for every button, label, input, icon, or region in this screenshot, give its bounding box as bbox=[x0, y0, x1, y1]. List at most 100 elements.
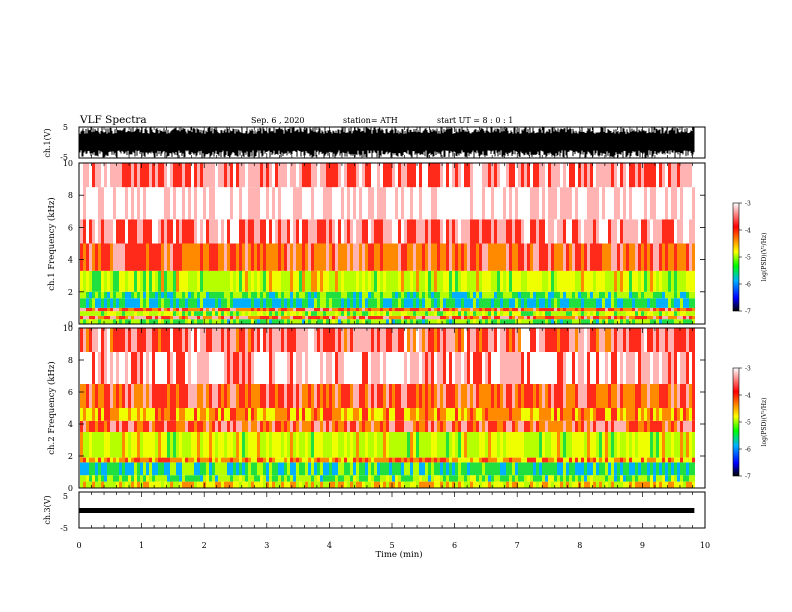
spectrogram-cell bbox=[641, 270, 644, 292]
spectrogram-cell bbox=[197, 315, 200, 320]
spectrogram-cell bbox=[290, 408, 293, 421]
spectrogram-cell bbox=[146, 384, 149, 408]
spectrogram-cell bbox=[236, 291, 239, 299]
spectrogram-cell bbox=[686, 163, 689, 188]
spectrogram-cell bbox=[353, 270, 356, 292]
spectrogram-cell bbox=[401, 481, 404, 488]
spectrogram-cell bbox=[122, 328, 125, 352]
spectrogram-cell bbox=[563, 219, 566, 244]
spectrogram-cell bbox=[539, 187, 542, 220]
spectrogram-cell bbox=[623, 311, 626, 316]
spectrogram-cell bbox=[650, 243, 653, 271]
spectrogram-cell bbox=[113, 187, 116, 220]
spectrogram-cell bbox=[398, 311, 401, 316]
spectrogram-cell bbox=[428, 298, 431, 308]
spectrogram-cell bbox=[665, 319, 668, 324]
spectrogram-cell bbox=[167, 457, 170, 463]
spectrogram-cell bbox=[425, 352, 428, 384]
spectrogram-cell bbox=[452, 328, 455, 352]
spectrogram-cell bbox=[191, 457, 194, 463]
spectrogram-cell bbox=[353, 408, 356, 421]
spectrogram-cell bbox=[287, 328, 290, 352]
ytick-label: 2 bbox=[68, 288, 73, 297]
spectrogram-cell bbox=[617, 311, 620, 316]
spectrogram-cell bbox=[641, 291, 644, 299]
spectrogram-cell bbox=[326, 307, 329, 312]
spectrogram-cell bbox=[554, 481, 557, 488]
spectrogram-cell bbox=[629, 270, 632, 292]
spectrogram-cell bbox=[188, 298, 191, 308]
spectrogram-cell bbox=[218, 328, 221, 352]
spectrogram-cell bbox=[641, 462, 644, 476]
spectrogram-cell bbox=[116, 432, 119, 458]
spectrogram-cell bbox=[461, 475, 464, 482]
spectrogram-cell bbox=[485, 307, 488, 312]
spectrogram-cell bbox=[203, 291, 206, 299]
spectrogram-cell bbox=[428, 315, 431, 320]
spectrogram-cell bbox=[155, 243, 158, 271]
spectrogram-cell bbox=[515, 187, 518, 220]
spectrogram-cell bbox=[566, 270, 569, 292]
spectrogram-cell bbox=[233, 462, 236, 476]
spectrogram-cell bbox=[500, 457, 503, 463]
spectrogram-cell bbox=[623, 163, 626, 188]
spectrogram-cell bbox=[485, 352, 488, 384]
spectrogram-cell bbox=[446, 462, 449, 476]
spectrogram-cell bbox=[575, 384, 578, 408]
spectrogram-cell bbox=[296, 219, 299, 244]
spectrogram-cell bbox=[539, 311, 542, 316]
spectrogram-cell bbox=[278, 291, 281, 299]
spectrogram-cell bbox=[644, 311, 647, 316]
spectrogram-cell bbox=[149, 462, 152, 476]
spectrogram-cell bbox=[119, 352, 122, 384]
spectrogram-cell bbox=[173, 219, 176, 244]
spectrogram-cell bbox=[674, 481, 677, 488]
spectrogram-cell bbox=[239, 432, 242, 458]
spectrogram-cell bbox=[296, 291, 299, 299]
spectrogram-cell bbox=[362, 311, 365, 316]
spectrogram-cell bbox=[185, 408, 188, 421]
spectrogram-cell bbox=[428, 384, 431, 408]
spectrogram-cell bbox=[611, 187, 614, 220]
spectrogram-cell bbox=[497, 307, 500, 312]
spectrogram-cell bbox=[233, 319, 236, 324]
spectrogram-cell bbox=[83, 187, 86, 220]
spectrogram-cell bbox=[155, 270, 158, 292]
spectrogram-cell bbox=[212, 163, 215, 188]
spectrogram-cell bbox=[608, 352, 611, 384]
spectrogram-cell bbox=[80, 163, 83, 188]
spectrogram-cell bbox=[566, 328, 569, 352]
spectrogram-cell bbox=[503, 243, 506, 271]
spectrogram-cell bbox=[326, 420, 329, 432]
spectrogram-cell bbox=[662, 462, 665, 476]
spectrogram-cell bbox=[590, 462, 593, 476]
spectrogram-cell bbox=[560, 462, 563, 476]
spectrogram-cell bbox=[584, 328, 587, 352]
spectrogram-cell bbox=[98, 163, 101, 188]
spectrogram-cell bbox=[158, 219, 161, 244]
spectrogram-cell bbox=[92, 462, 95, 476]
spectrogram-cell bbox=[473, 163, 476, 188]
spectrogram-cell bbox=[317, 311, 320, 316]
spectrogram-cell bbox=[149, 163, 152, 188]
spectrogram-cell bbox=[266, 187, 269, 220]
spectrogram-cell bbox=[197, 481, 200, 488]
spectrogram-cell bbox=[236, 481, 239, 488]
spectrogram-cell bbox=[500, 298, 503, 308]
spectrogram-cell bbox=[692, 481, 695, 488]
spectrogram-cell bbox=[644, 432, 647, 458]
spectrogram-cell bbox=[137, 432, 140, 458]
spectrogram-cell bbox=[182, 163, 185, 188]
spectrogram-cell bbox=[221, 475, 224, 482]
spectrogram-cell bbox=[101, 384, 104, 408]
spectrogram-cell bbox=[161, 328, 164, 352]
spectrogram-cell bbox=[176, 270, 179, 292]
spectrogram-cell bbox=[419, 163, 422, 188]
spectrogram-cell bbox=[80, 328, 83, 352]
spectrogram-cell bbox=[383, 319, 386, 324]
spectrogram-cell bbox=[155, 384, 158, 408]
spectrogram-cell bbox=[83, 481, 86, 488]
spectrogram-cell bbox=[374, 457, 377, 463]
spectrogram-cell bbox=[419, 462, 422, 476]
spectrogram-cell bbox=[557, 457, 560, 463]
